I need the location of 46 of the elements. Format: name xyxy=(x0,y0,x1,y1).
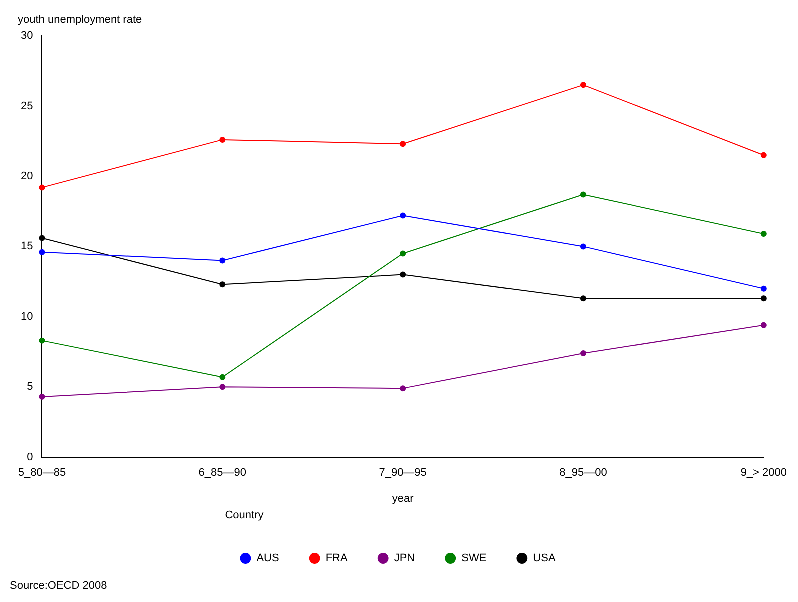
legend-title: Country xyxy=(225,509,264,522)
point xyxy=(580,296,586,302)
point xyxy=(220,374,226,380)
x-tick-label: 6_85—90 xyxy=(198,467,247,480)
point xyxy=(580,244,586,250)
y-tick-label: 0 xyxy=(27,451,34,464)
point xyxy=(580,82,586,88)
point xyxy=(400,250,406,257)
y-tick-label: 30 xyxy=(20,30,34,42)
point xyxy=(220,384,226,390)
point xyxy=(400,141,406,148)
x-tick-label: 8_95—00 xyxy=(560,467,608,480)
point xyxy=(39,394,46,400)
point xyxy=(39,338,46,344)
y-tick-label: 20 xyxy=(20,170,34,182)
point xyxy=(760,296,767,302)
legend-label: AUS xyxy=(256,552,280,565)
x-tick-label: 5_80—85 xyxy=(18,467,66,480)
point xyxy=(39,249,46,256)
y-axis-title: youth unemployment rate xyxy=(18,14,142,26)
point xyxy=(400,212,406,219)
point xyxy=(220,282,226,288)
point xyxy=(39,184,46,191)
point xyxy=(760,322,767,328)
legend-label: SWE xyxy=(462,552,487,565)
legend-label: FRA xyxy=(326,552,348,565)
point xyxy=(39,235,46,242)
y-tick-label: 5 xyxy=(27,381,34,394)
point xyxy=(220,258,226,264)
x-tick-label: 7_90—95 xyxy=(379,467,427,480)
point xyxy=(400,272,406,278)
x-tick-label: 9_> 2000 xyxy=(740,467,787,480)
point xyxy=(760,286,767,292)
y-tick-label: 15 xyxy=(20,240,34,253)
y-tick-label: 25 xyxy=(20,100,34,112)
point xyxy=(220,136,226,143)
x-axis-title: year xyxy=(392,493,414,506)
point xyxy=(760,231,767,238)
point xyxy=(760,152,767,158)
y-tick-label: 10 xyxy=(20,310,34,323)
legend-label: JPN xyxy=(394,552,416,565)
point xyxy=(580,192,586,198)
legend-label: USA xyxy=(533,552,556,565)
point xyxy=(400,386,406,392)
point xyxy=(580,350,586,356)
source-note: Source:OECD 2008 xyxy=(10,580,108,592)
